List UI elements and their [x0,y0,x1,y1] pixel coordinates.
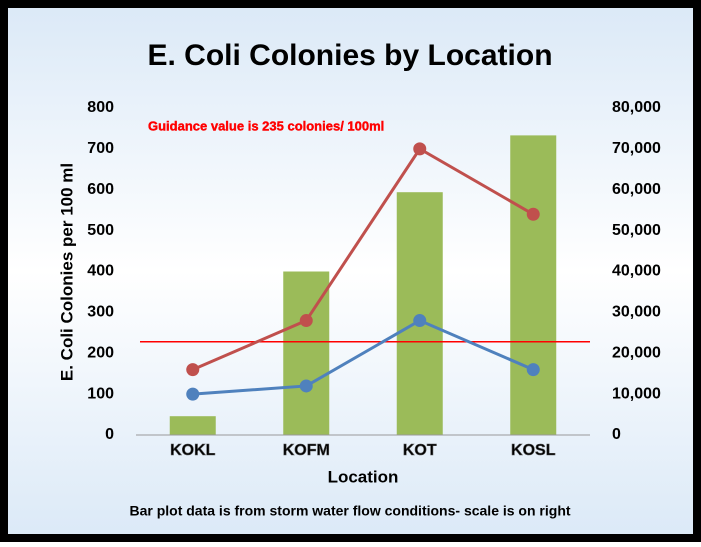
line [192,146,534,371]
y-tick-label: 800 [87,99,114,116]
y2-tick-label: 40,000 [612,263,661,280]
y-tick-label: 400 [87,263,114,280]
marker [299,379,313,393]
x-tick-label: KOKL [170,442,216,459]
y2-tick-label: 50,000 [612,222,661,239]
marker [413,314,427,328]
x-tick-label: KOSL [511,442,556,459]
x-tick-label: KOT [403,442,437,459]
annotation: Guidance value is 235 colonies/ 100ml [148,118,384,133]
bar [396,192,443,435]
y2-tick-label: 0 [612,426,621,443]
x-axis-label: Location [328,467,399,486]
marker [186,387,200,401]
y-tick-label: 600 [87,181,114,198]
bar [169,416,216,435]
footnote: Bar plot data is from storm water flow c… [129,503,570,519]
x-tick-label: KOFM [283,442,330,459]
marker [526,207,540,221]
y-tick-label: 500 [87,222,114,239]
y-tick-label: 700 [87,140,114,157]
marker [186,363,200,377]
y-tick-label: 200 [87,344,114,361]
y-tick-label: 100 [87,385,114,402]
bar [510,135,557,436]
y2-tick-label: 30,000 [612,304,661,321]
chart-title: E. Coli Colonies by Location [147,39,552,72]
y2-tick-label: 80,000 [612,99,661,116]
y-axis-label: E. Coli Colonies per 100 ml [57,163,76,381]
marker [526,363,540,377]
y2-tick-label: 20,000 [612,344,661,361]
marker [299,314,313,328]
line [192,318,534,396]
y-tick-label: 0 [105,426,114,443]
y2-tick-label: 60,000 [612,181,661,198]
y2-tick-label: 70,000 [612,140,661,157]
y-tick-label: 300 [87,304,114,321]
marker [413,142,427,156]
y2-tick-label: 10,000 [612,385,661,402]
